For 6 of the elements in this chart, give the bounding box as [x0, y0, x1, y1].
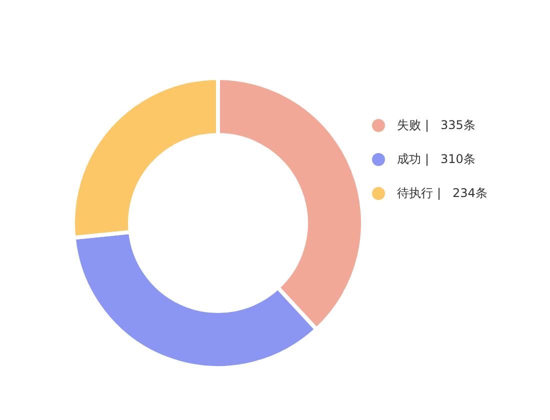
data-label: | 234条 [437, 184, 488, 202]
legend-label: 失败 [397, 116, 421, 134]
data-label: | 310条 [425, 150, 476, 168]
legend-label: 待执行 [397, 184, 433, 202]
legend-label: 成功 [397, 150, 421, 168]
data-label: | 335条 [425, 116, 476, 134]
